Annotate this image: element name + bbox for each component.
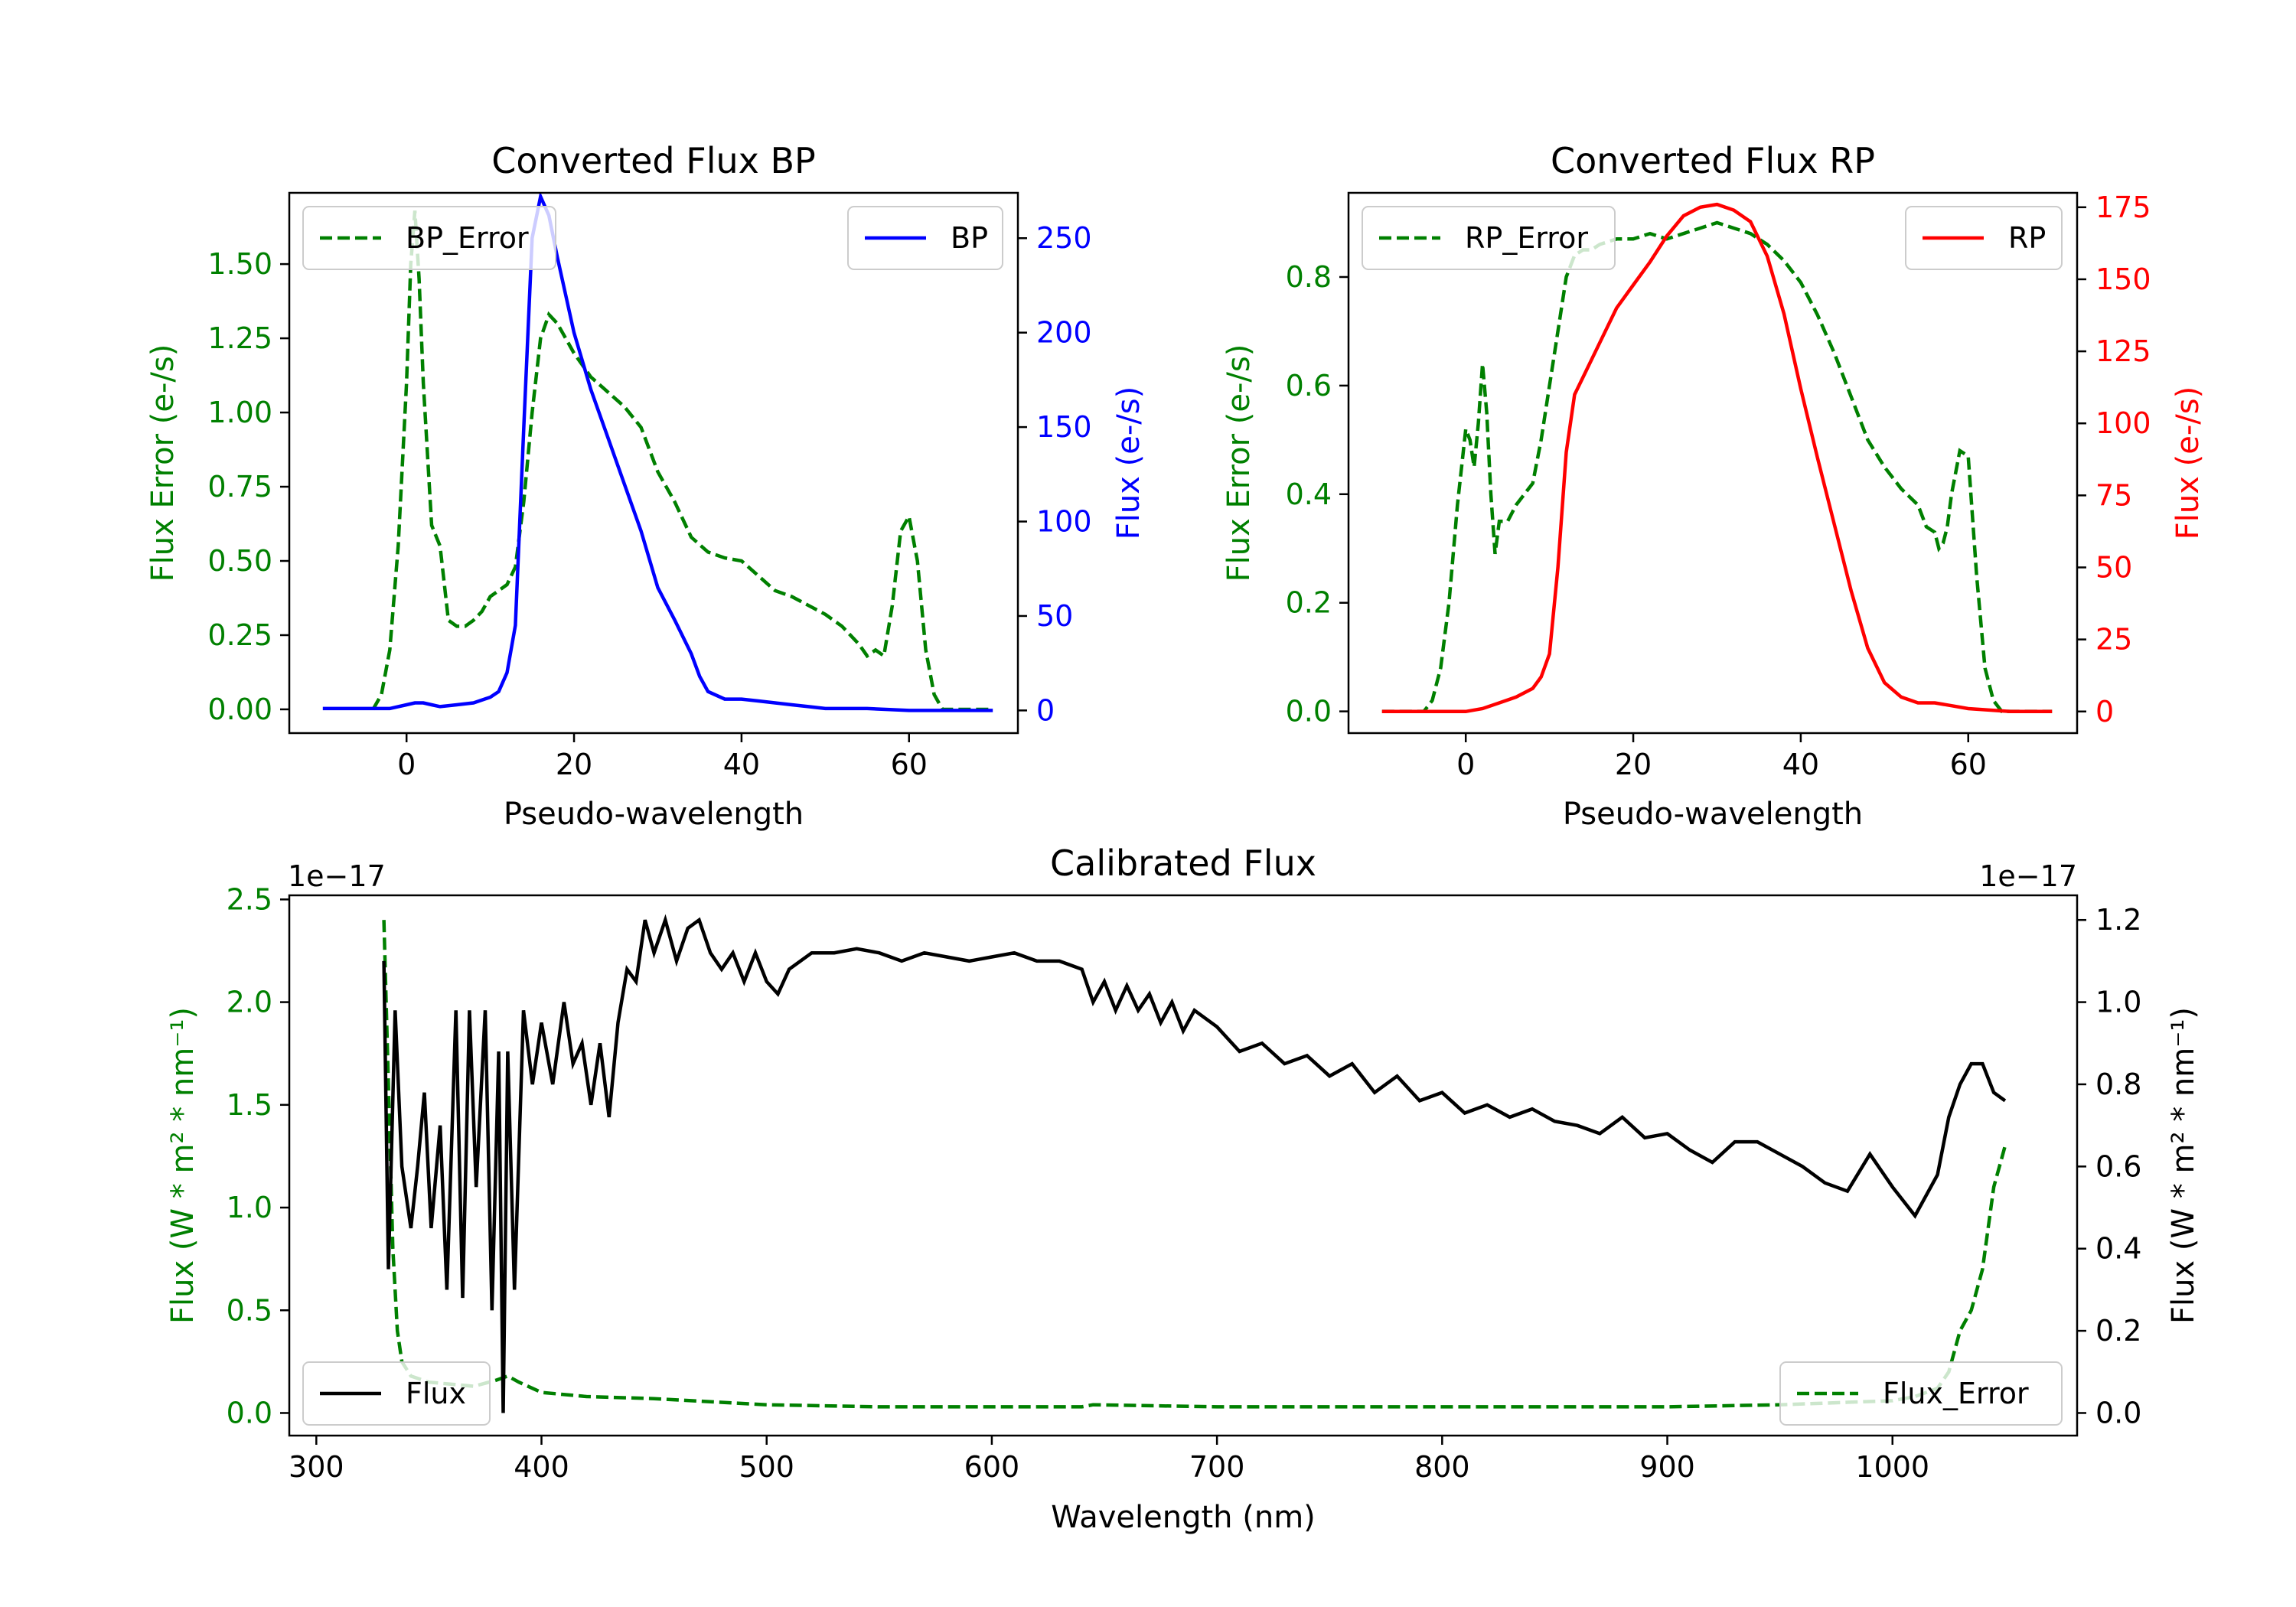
flux-line [382, 914, 2007, 1413]
chart-bp: Converted Flux BP 0 20 40 60 0.00 0.25 0.50 0.7… [145, 140, 1146, 832]
y-tick-label-left: 1.5 [227, 1088, 272, 1122]
y-tick-label-left: 0.6 [1286, 369, 1332, 403]
y-axis-label-right: Flux (W * m² * nm⁻¹) [2166, 1007, 2201, 1324]
y-tick-label-left: 1.00 [207, 396, 272, 429]
legend-label: BP_Error [406, 221, 529, 255]
y-tick-label-left: 1.25 [207, 321, 272, 355]
x-tick-label: 600 [964, 1450, 1020, 1484]
flux-error-line [382, 920, 2007, 1409]
y-tick-label-left: 0.5 [227, 1293, 272, 1327]
y-tick-label-right: 175 [2095, 191, 2151, 224]
legend-label: Flux_Error [1883, 1377, 2029, 1410]
x-tick-label: 40 [723, 748, 760, 781]
y-tick-label-right: 150 [2095, 262, 2151, 296]
legend-right: Flux_Error [1779, 1361, 2063, 1426]
legend-left: RP_Error [1362, 206, 1616, 270]
x-tick-label: 0 [1456, 748, 1475, 781]
bp-flux-line [322, 193, 993, 712]
x-tick-label: 900 [1639, 1450, 1695, 1484]
legend-right: RP [1905, 206, 2063, 270]
legend-left: Flux [302, 1361, 491, 1426]
y-tick-label-right: 125 [2095, 334, 2151, 368]
y-tick-label-right: 25 [2095, 623, 2132, 657]
y-tick-label-right: 0.2 [2095, 1314, 2141, 1348]
legend-label: Flux [406, 1377, 466, 1410]
plot-area-frame [288, 191, 1019, 735]
x-axis-label: Wavelength (nm) [1051, 1500, 1316, 1535]
y-tick-label-right: 0 [1036, 693, 1055, 727]
x-tick-label: 0 [397, 748, 416, 781]
y-tick-label-right: 200 [1036, 316, 1092, 350]
x-tick-label: 40 [1782, 748, 1819, 781]
plot-area-frame [288, 894, 2079, 1437]
plot-area-frame [1347, 191, 2079, 735]
y-tick-label-right: 250 [1036, 221, 1092, 255]
legend-label: BP [951, 221, 988, 255]
y-axis-label-left: Flux Error (e-/s) [145, 344, 181, 582]
x-tick-label: 700 [1189, 1450, 1245, 1484]
x-tick-label: 20 [556, 748, 592, 781]
legend-label: RP [2008, 221, 2046, 255]
y-tick-label-left: 2.0 [227, 986, 272, 1019]
chart-title: Converted Flux BP [491, 140, 816, 181]
y-tick-label-left: 1.0 [227, 1191, 272, 1224]
y-tick-label-left: 1.50 [207, 247, 272, 281]
y-tick-label-right: 50 [2095, 550, 2132, 584]
rp-flux-line [1381, 202, 2053, 714]
y-tick-label-left: 0.00 [207, 693, 272, 726]
x-tick-label: 300 [289, 1450, 344, 1484]
y-tick-label-right: 100 [2095, 406, 2151, 440]
y-tick-label-right: 75 [2095, 478, 2132, 512]
y-axis-label-left: Flux (W * m² * nm⁻¹) [165, 1007, 201, 1324]
x-tick-label: 20 [1615, 748, 1652, 781]
x-tick-label: 60 [1950, 748, 1987, 781]
y-tick-label-right: 0.6 [2095, 1149, 2141, 1183]
y-tick-label-left: 0.25 [207, 618, 272, 652]
legend-left: BP_Error [302, 206, 556, 270]
y-tick-label-left: 2.5 [227, 882, 272, 916]
y-tick-label-right: 0.8 [2095, 1068, 2141, 1101]
offset-text-right: 1e−17 [1979, 859, 2077, 893]
y-tick-label-left: 0.8 [1286, 260, 1332, 294]
legend-right: BP [847, 206, 1003, 270]
y-tick-label-left: 0.75 [207, 470, 272, 504]
y-tick-label-left: 0.50 [207, 544, 272, 578]
x-axis-label: Pseudo-wavelength [504, 797, 804, 832]
y-tick-label-right: 0 [2095, 695, 2114, 729]
x-axis-label: Pseudo-wavelength [1563, 797, 1863, 832]
legend-label: RP_Error [1465, 221, 1588, 255]
y-tick-label-left: 0.2 [1286, 586, 1332, 620]
y-tick-label-right: 150 [1036, 410, 1092, 444]
offset-text-left: 1e−17 [288, 859, 386, 893]
y-tick-label-left: 0.0 [227, 1396, 272, 1429]
y-tick-label-left: 0.0 [1286, 695, 1332, 729]
chart-title: Calibrated Flux [1050, 843, 1316, 884]
y-tick-label-right: 1.2 [2095, 903, 2141, 937]
y-axis-label-left: Flux Error (e-/s) [1221, 344, 1257, 582]
y-tick-label-left: 0.4 [1286, 478, 1332, 511]
y-tick-label-right: 0.4 [2095, 1232, 2141, 1266]
y-tick-label-right: 1.0 [2095, 986, 2141, 1019]
bp-error-line [371, 210, 993, 712]
y-tick-label-right: 100 [1036, 505, 1092, 539]
x-tick-label: 60 [891, 748, 928, 781]
x-tick-label: 800 [1414, 1450, 1470, 1484]
chart-title: Converted Flux RP [1551, 140, 1875, 181]
y-tick-label-right: 50 [1036, 599, 1073, 633]
x-tick-label: 400 [514, 1450, 569, 1484]
y-tick-label-right: 0.0 [2095, 1396, 2141, 1429]
x-tick-label: 500 [739, 1450, 794, 1484]
chart-calibrated: Calibrated Flux 1e−17 1e−17 300 400 500 600… [165, 843, 2201, 1535]
y-axis-label-right: Flux (e-/s) [2170, 386, 2206, 539]
chart-rp: Converted Flux RP 0 20 40 60 0.0 0.2 0.4 0.6 0.8… [1221, 140, 2206, 832]
x-tick-label: 1000 [1855, 1450, 1929, 1484]
rp-error-line [1381, 220, 2053, 713]
y-axis-label-right: Flux (e-/s) [1111, 386, 1146, 539]
